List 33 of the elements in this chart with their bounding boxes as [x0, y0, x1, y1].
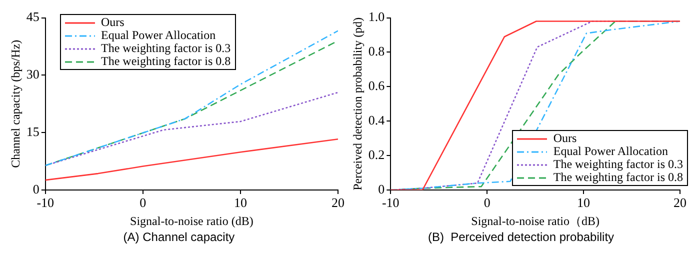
y-tick-label: 0.2 [368, 146, 385, 162]
x-tick-label: 20 [332, 195, 344, 210]
y-tick-label: 15 [26, 124, 40, 140]
legend-label: The weighting factor is 0.3 [101, 41, 231, 55]
y-tick-label: 0 [32, 181, 40, 196]
x-tick-label: -10 [36, 195, 54, 210]
y-axis-title: Channel capacity (bps/Hz) [8, 40, 22, 168]
x-tick-label: -10 [382, 195, 400, 210]
y-tick-label: 0.4 [368, 112, 386, 128]
y-tick-label: 1.0 [368, 9, 385, 24]
legend-label: The weighting factor is 0.8 [101, 54, 231, 68]
legend-label: The weighting factor is 0.3 [553, 157, 683, 171]
x-tick-label: 10 [234, 195, 247, 210]
line-series [45, 92, 338, 166]
y-tick-label: 0.8 [368, 44, 385, 59]
legend-label: Ours [101, 15, 124, 29]
x-tick-label: 10 [577, 195, 590, 210]
x-tick-label: 20 [674, 195, 686, 210]
text: (A) Channel capacity [122, 230, 236, 244]
legend-label: Equal Power Allocation [553, 144, 668, 158]
legend-label: The weighting factor is 0.8 [553, 170, 683, 184]
y-tick-label: 45 [26, 9, 40, 24]
y-tick-label: 0.6 [368, 78, 386, 94]
y-tick-label: 30 [26, 66, 40, 82]
text: (B) Perceived detection probability [426, 230, 616, 244]
x-tick-label: 0 [140, 195, 146, 210]
x-tick-label: 0 [484, 195, 490, 210]
legend-label: Equal Power Allocation [101, 28, 216, 42]
x-axis-title: Signal-to-noise ratio (dB) [130, 214, 254, 228]
y-tick-label: 0 [378, 181, 385, 196]
legend-label: Ours [553, 131, 577, 145]
y-axis-title: Perceived detection probability (pd) [350, 17, 364, 190]
x-axis-title: Signal-to-noise ratio（dB) [471, 214, 600, 228]
